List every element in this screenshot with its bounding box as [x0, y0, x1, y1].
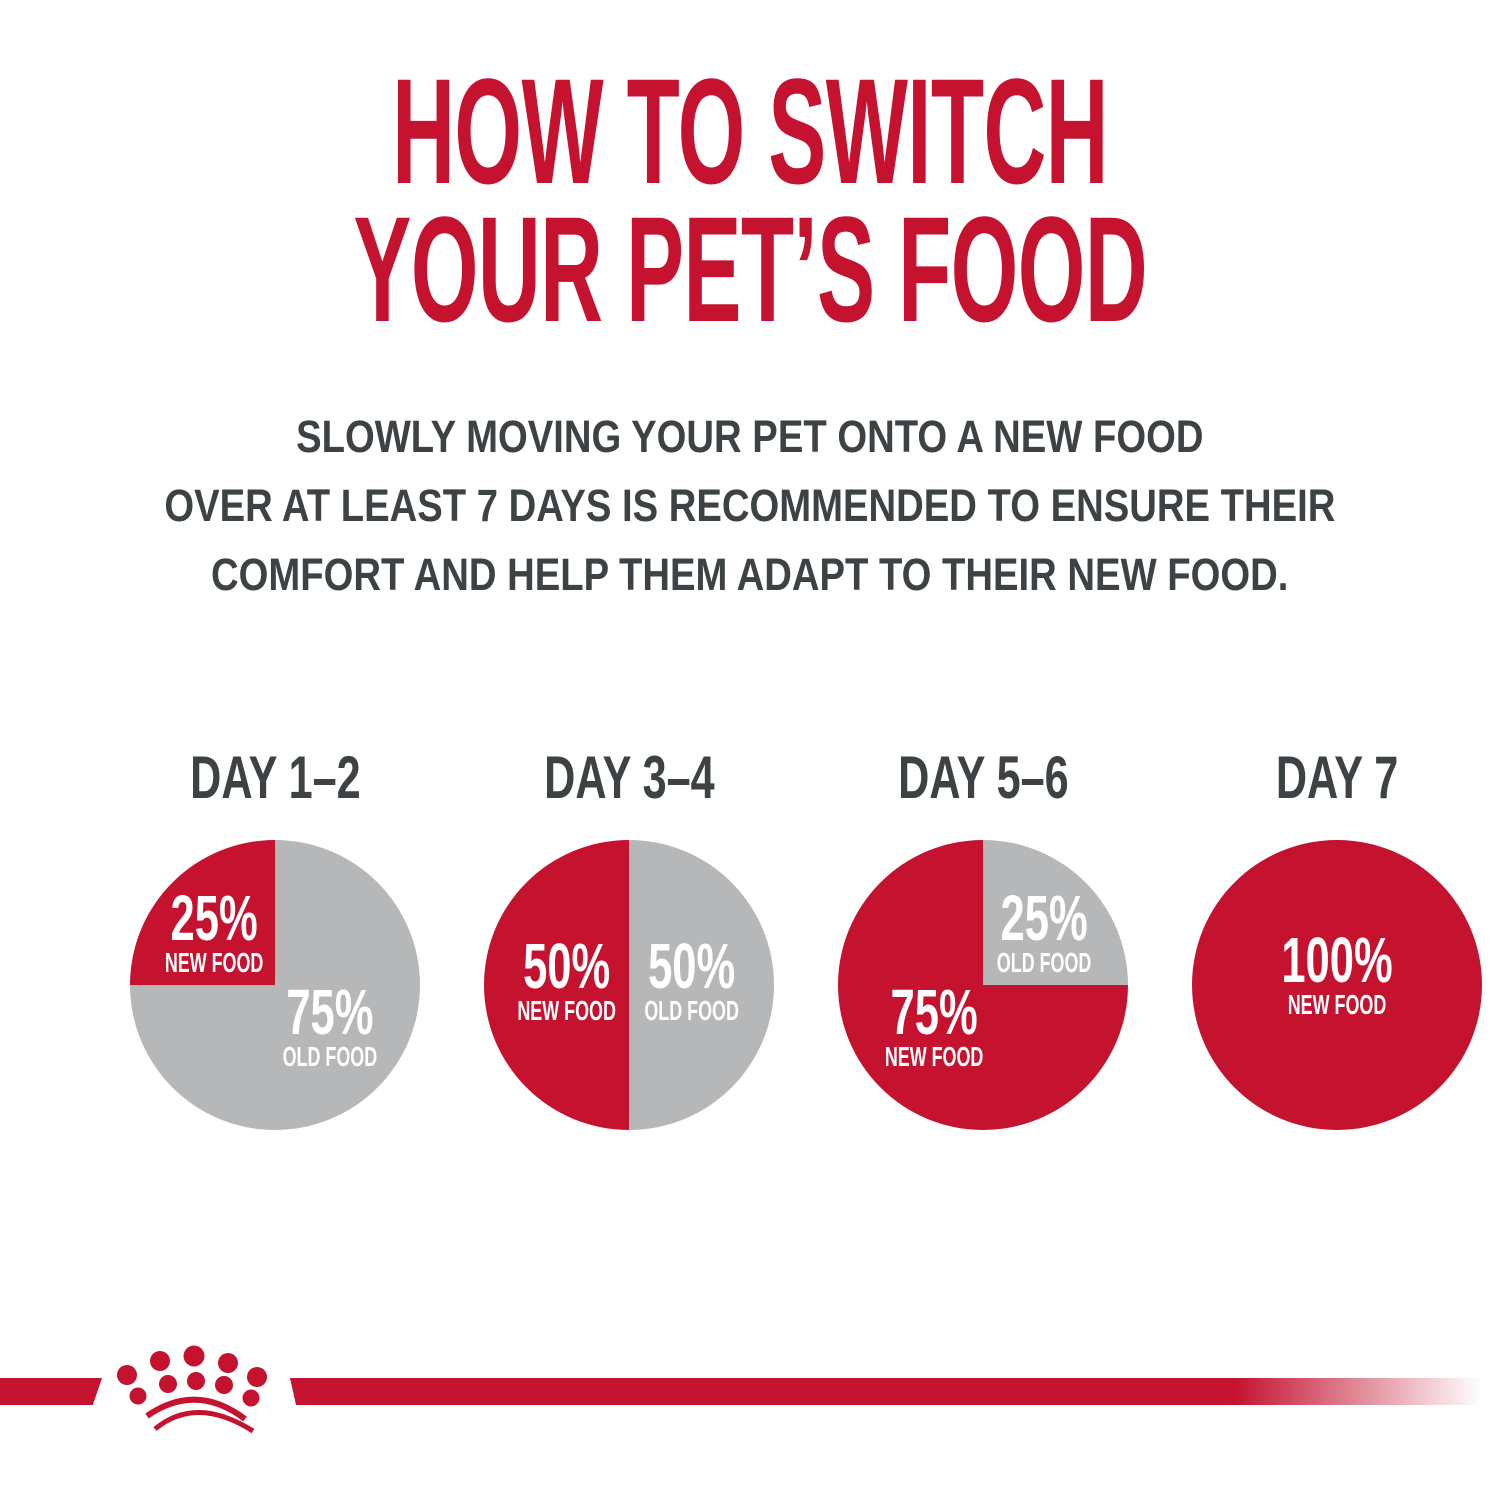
page-title: HOW TO SWITCH YOUR PET’S FOOD	[0, 47, 1500, 353]
pie-slice-label-old-food: 75% OLD FOOD	[240, 976, 420, 1072]
pie-chart-day-1-2: 25% NEW FOOD 75% OLD FOOD	[130, 840, 420, 1130]
day-title-3-4: DAY 3–4	[543, 744, 715, 811]
pie-slice-label-new-food: 50% NEW FOOD	[484, 930, 649, 1026]
page-subtitle: SLOWLY MOVING YOUR PET ONTO A NEW FOOD O…	[0, 402, 1500, 609]
slice-percent: 100%	[1281, 924, 1393, 996]
slice-name: OLD FOOD	[282, 1041, 378, 1072]
footer-red-bar-left	[0, 1378, 102, 1405]
slice-percent: 75%	[890, 976, 978, 1048]
slice-percent: 75%	[286, 976, 374, 1048]
slice-percent: 25%	[170, 882, 258, 954]
day-title-1-2: DAY 1–2	[189, 744, 361, 811]
day-title-5-6: DAY 5–6	[897, 744, 1069, 811]
pie-slice-label-old-food: 25% OLD FOOD	[960, 882, 1128, 978]
subtitle-line-1: SLOWLY MOVING YOUR PET ONTO A NEW FOOD	[296, 411, 1204, 462]
day-column-5-6: DAY 5–6 25% OLD FOOD 75% NEW FOOD	[838, 748, 1128, 1130]
slice-name: NEW FOOD	[1287, 989, 1387, 1020]
pie-slice-label-new-food: 25% NEW FOOD	[130, 882, 298, 978]
pie-slice-label-old-food: 50% OLD FOOD	[609, 930, 774, 1026]
slice-name: OLD FOOD	[644, 995, 739, 1026]
page-title-line-1: HOW TO SWITCH	[392, 47, 1108, 215]
slice-name: NEW FOOD	[884, 1041, 983, 1072]
day-title-7: DAY 7	[1275, 744, 1399, 811]
pie-chart-day-3-4: 50% NEW FOOD 50% OLD FOOD	[484, 840, 774, 1130]
subtitle-line-3: COMFORT AND HELP THEM ADAPT TO THEIR NEW…	[211, 549, 1289, 600]
slice-name: NEW FOOD	[164, 947, 264, 978]
slice-percent: 25%	[1000, 882, 1088, 954]
pie-slice-label-new-food: 75% NEW FOOD	[850, 976, 1018, 1072]
pie-chart-day-7: 100% NEW FOOD	[1192, 840, 1482, 1130]
slice-name: OLD FOOD	[996, 947, 1092, 978]
footer-red-bar-right	[290, 1378, 1500, 1405]
slice-percent: 50%	[523, 930, 611, 1002]
page-title-line-2: YOUR PET’S FOOD	[353, 185, 1147, 353]
day-column-3-4: DAY 3–4 50% NEW FOOD 50% OLD FOOD	[484, 748, 774, 1130]
pie-chart-day-5-6: 25% OLD FOOD 75% NEW FOOD	[838, 840, 1128, 1130]
subtitle-line-2: OVER AT LEAST 7 DAYS IS RECOMMENDED TO E…	[164, 480, 1336, 531]
day-column-7: DAY 7 100% NEW FOOD	[1192, 748, 1482, 1130]
royal-canin-crown-icon	[117, 1345, 267, 1434]
pie-slice-label-new-food: 100% NEW FOOD	[1192, 924, 1482, 1020]
day-column-1-2: DAY 1–2 25% NEW FOOD 75% OLD FOOD	[130, 748, 420, 1130]
slice-name: NEW FOOD	[517, 995, 616, 1026]
slice-percent: 50%	[647, 930, 735, 1002]
